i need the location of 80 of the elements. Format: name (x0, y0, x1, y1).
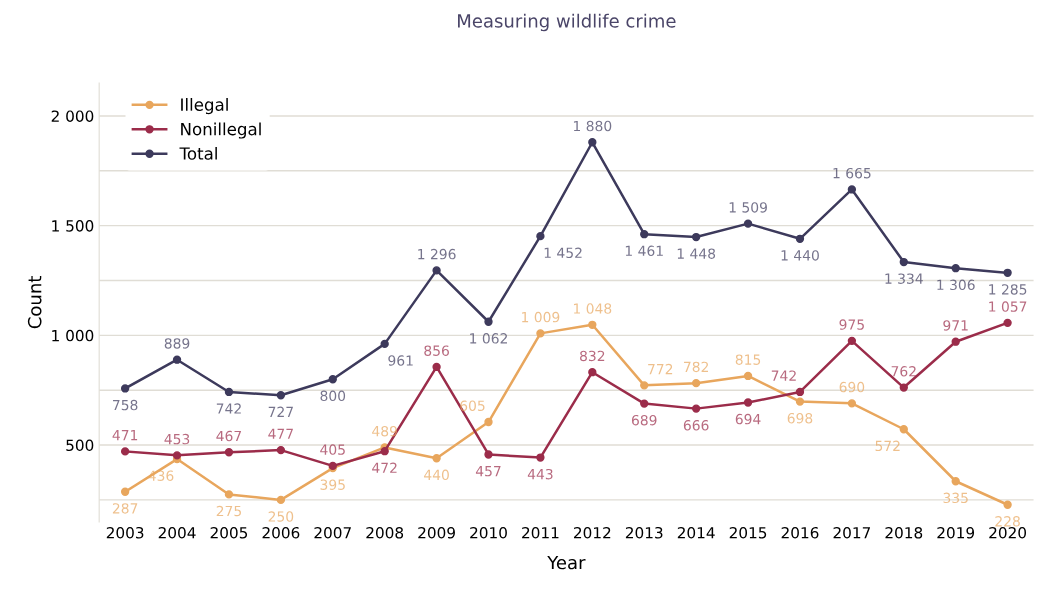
data-label: 758 (113, 399, 138, 411)
data-label: 1 285 (989, 284, 1027, 295)
data-label: 453 (164, 433, 190, 445)
data-label: 228 (995, 516, 1020, 527)
data-label: 1 880 (573, 120, 612, 132)
x-tick-label: 2008 (366, 526, 404, 539)
x-tick-label: 2020 (989, 526, 1027, 539)
data-label: 1 448 (677, 248, 716, 259)
x-tick-label: 2005 (210, 526, 248, 539)
data-label: 572 (875, 440, 900, 452)
x-tick-label: 2014 (677, 526, 715, 539)
data-label: 762 (891, 366, 916, 377)
data-label: 772 (648, 363, 673, 375)
data-label: 1 057 (989, 301, 1027, 312)
data-label: 250 (268, 511, 294, 522)
data-label: 694 (735, 413, 761, 425)
data-label: 472 (372, 462, 397, 473)
data-label: 1 048 (573, 303, 612, 314)
y-tick-label: 2 000 (51, 110, 94, 122)
data-label: 1 452 (544, 247, 582, 259)
x-tick-label: 2009 (418, 526, 455, 539)
data-label: 1 461 (625, 245, 663, 257)
x-tick-label: 2012 (574, 526, 611, 539)
data-label: 335 (943, 492, 968, 504)
data-label: 457 (475, 466, 501, 477)
x-tick-label: 2010 (470, 526, 507, 539)
data-label: 889 (164, 338, 190, 349)
x-tick-label: 2011 (522, 526, 559, 539)
data-label: 1 306 (937, 279, 975, 291)
data-label: 443 (527, 468, 553, 480)
data-label: 690 (839, 381, 865, 393)
legend-label: Illegal (181, 98, 228, 115)
chart-title: Measuring wildlife crime (458, 13, 676, 32)
data-label: 698 (787, 412, 813, 424)
x-tick-label: 2003 (106, 526, 144, 539)
data-label: 605 (460, 400, 485, 411)
legend-label: Nonillegal (181, 122, 261, 139)
data-label: 815 (735, 354, 761, 365)
data-label: 800 (320, 390, 346, 402)
data-label: 1 509 (729, 202, 767, 213)
data-label: 1 334 (885, 273, 923, 284)
data-label: 689 (631, 414, 657, 426)
data-label: 1 009 (522, 311, 560, 323)
y-tick-label: 500 (66, 439, 94, 452)
data-label: 1 665 (833, 167, 871, 179)
data-label: 975 (839, 319, 864, 330)
x-tick-label: 2006 (262, 526, 300, 539)
data-label: 742 (216, 403, 241, 414)
data-label: 727 (268, 406, 293, 417)
data-label: 782 (684, 361, 709, 373)
x-axis-title: Year (547, 555, 586, 570)
data-label: 1 062 (470, 333, 507, 344)
data-label: 971 (943, 320, 968, 331)
x-tick-label: 2017 (833, 526, 871, 539)
data-label: 440 (424, 469, 449, 481)
data-label: 275 (216, 505, 241, 517)
x-tick-label: 2004 (158, 526, 196, 539)
data-label: 477 (268, 428, 293, 439)
data-label: 856 (424, 345, 449, 356)
x-tick-label: 2015 (729, 526, 767, 539)
y-axis-title: Count (27, 276, 42, 329)
data-label: 1 440 (781, 250, 819, 261)
x-tick-label: 2013 (625, 526, 663, 539)
x-tick-label: 2018 (885, 526, 923, 539)
y-tick-label: 1 500 (52, 220, 94, 232)
legend-label: Total (179, 146, 217, 160)
x-tick-label: 2019 (937, 526, 975, 539)
data-label: 287 (112, 503, 138, 514)
data-label: 961 (388, 355, 413, 366)
data-label: 405 (320, 444, 345, 455)
data-label: 666 (683, 419, 709, 431)
data-label: 742 (771, 370, 796, 381)
data-label: 395 (320, 479, 345, 490)
x-tick-label: 2016 (781, 526, 819, 539)
data-label: 471 (112, 430, 138, 441)
data-label: 1 296 (418, 248, 456, 260)
x-tick-label: 2007 (314, 526, 351, 539)
data-label: 832 (580, 350, 605, 362)
data-label: 467 (216, 430, 242, 442)
y-tick-label: 1 000 (52, 329, 94, 342)
